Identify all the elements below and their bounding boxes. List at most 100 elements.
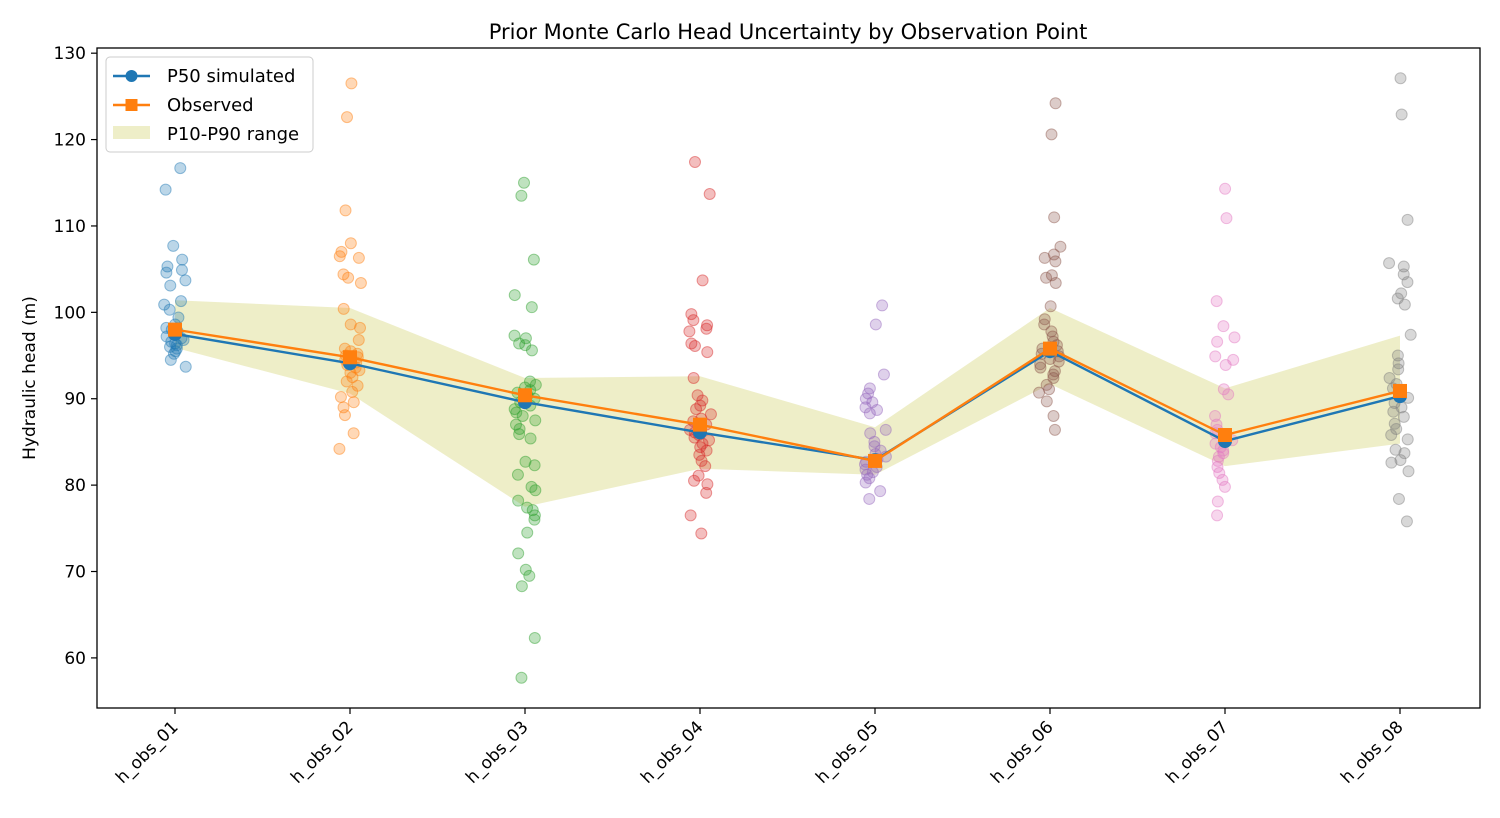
sample-point	[864, 427, 877, 440]
sample-point	[691, 389, 704, 402]
sample-point	[1038, 318, 1051, 331]
sample-point	[690, 403, 703, 416]
sample-point	[1392, 363, 1405, 376]
sample-point	[1383, 372, 1396, 384]
sample-point	[513, 428, 526, 441]
sample-point	[333, 442, 346, 455]
sample-point	[685, 337, 698, 350]
legend-marker-observed	[125, 99, 138, 111]
x-tick-label: h_obs_04	[637, 717, 707, 787]
sample-point	[685, 308, 698, 321]
plot-area-frame	[96, 47, 1481, 709]
observed-point	[168, 322, 182, 337]
p50-simulated-line	[174, 332, 1401, 462]
sample-point	[863, 382, 876, 395]
sample-point	[524, 375, 537, 388]
legend-label-band: P10-P90 range	[167, 124, 299, 145]
sample-point	[344, 237, 357, 250]
sample-point	[524, 432, 537, 445]
sample-point	[346, 371, 359, 384]
sample-point	[1049, 97, 1062, 110]
sample-point	[1043, 383, 1056, 396]
sample-point	[1219, 182, 1232, 195]
sample-point	[515, 671, 528, 684]
x-tick-label: h_obs_05	[812, 717, 882, 787]
sample-point	[701, 319, 714, 332]
sample-point	[1038, 251, 1051, 264]
sample-point	[519, 339, 532, 352]
sample-point	[700, 486, 713, 499]
sample-point	[1044, 300, 1057, 313]
sample-point	[1395, 287, 1408, 300]
sample-point	[1401, 276, 1414, 289]
sample-point	[862, 387, 875, 400]
sample-point	[515, 580, 528, 593]
sample-point	[512, 494, 525, 507]
sample-point	[700, 444, 713, 457]
sample-point	[1222, 388, 1235, 401]
sample-point	[1211, 460, 1224, 473]
legend-label-p50: P50 simulated	[167, 66, 295, 87]
sample-point	[1398, 447, 1411, 460]
band-layer	[175, 300, 1400, 507]
sample-point	[1398, 298, 1411, 311]
sample-point	[1048, 211, 1061, 224]
sample-point	[1217, 383, 1230, 396]
observed-line	[174, 328, 1401, 463]
sample-point	[871, 403, 884, 416]
sample-point	[176, 253, 189, 266]
sample-point	[1045, 269, 1058, 282]
sample-point	[341, 111, 354, 124]
sample-point	[703, 187, 716, 200]
sample-point	[528, 509, 541, 522]
sample-point	[688, 474, 701, 487]
sample-point	[521, 501, 534, 514]
sample-point	[354, 276, 367, 289]
sample-point	[694, 441, 707, 454]
sample-point	[1210, 295, 1223, 308]
sample-point	[335, 245, 348, 258]
sample-point	[859, 392, 872, 405]
sample-point	[352, 251, 365, 264]
y-axis-label: Hydraulic head (m)	[20, 296, 40, 460]
sample-point	[513, 337, 526, 350]
sample-point	[1045, 128, 1058, 141]
y-tick-label: 80	[64, 476, 86, 496]
sample-point	[513, 422, 526, 435]
sample-point	[869, 318, 882, 331]
sample-point	[695, 527, 708, 540]
x-tick-label: h_obs_08	[1337, 717, 1407, 787]
sample-point	[508, 329, 521, 342]
sample-point	[874, 485, 887, 498]
observed-point	[1043, 341, 1057, 356]
sample-point	[519, 563, 532, 576]
sample-point	[179, 274, 192, 287]
sample-point	[704, 408, 717, 421]
sample-point	[863, 492, 876, 505]
sample-point	[1391, 292, 1404, 305]
y-tick-label: 70	[64, 563, 86, 583]
sample-point	[1385, 456, 1398, 469]
sample-point	[1211, 454, 1224, 467]
sample-point	[337, 401, 350, 414]
sample-point	[512, 547, 525, 560]
sample-point	[163, 303, 176, 316]
y-axis: 60 70 80 90 100 110 120 130	[54, 44, 97, 669]
sample-point	[863, 407, 876, 420]
sample-point	[508, 403, 521, 416]
sample-point	[700, 322, 713, 335]
sample-point	[699, 460, 712, 473]
sample-point	[863, 472, 876, 485]
sample-point	[528, 459, 541, 472]
sample-point	[1218, 480, 1231, 493]
observed-point	[1393, 383, 1407, 398]
sample-point	[694, 399, 707, 412]
sample-point	[701, 478, 714, 491]
sample-point	[519, 332, 532, 345]
sample-point	[351, 379, 364, 392]
x-tick-label: h_obs_06	[987, 717, 1057, 787]
sample-point	[525, 301, 538, 314]
sample-point	[519, 455, 532, 468]
sample-point	[528, 513, 541, 526]
sample-point	[347, 427, 360, 440]
